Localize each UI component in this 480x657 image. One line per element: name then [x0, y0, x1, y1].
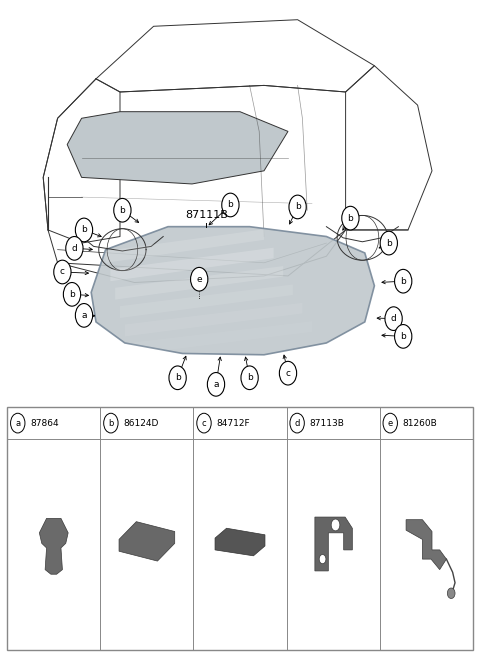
Circle shape	[222, 193, 239, 217]
Text: 86124D: 86124D	[123, 419, 159, 428]
Circle shape	[395, 269, 412, 293]
Text: 81260B: 81260B	[403, 419, 437, 428]
Polygon shape	[406, 520, 446, 570]
Text: b: b	[386, 238, 392, 248]
Polygon shape	[67, 112, 288, 184]
Circle shape	[342, 206, 359, 230]
Text: b: b	[175, 373, 180, 382]
Circle shape	[104, 413, 118, 433]
Polygon shape	[125, 303, 302, 336]
Circle shape	[290, 413, 304, 433]
Circle shape	[169, 366, 186, 390]
Polygon shape	[110, 248, 274, 281]
Text: d: d	[72, 244, 77, 253]
Text: c: c	[202, 419, 206, 428]
Circle shape	[197, 413, 211, 433]
Circle shape	[279, 361, 297, 385]
Text: b: b	[348, 214, 353, 223]
Polygon shape	[106, 229, 264, 263]
Circle shape	[11, 413, 25, 433]
Text: d: d	[294, 419, 300, 428]
Text: b: b	[108, 419, 114, 428]
Circle shape	[54, 260, 71, 284]
Polygon shape	[315, 517, 352, 571]
Text: b: b	[228, 200, 233, 210]
Text: 87113B: 87113B	[310, 419, 345, 428]
Text: b: b	[400, 277, 406, 286]
Text: 87111B: 87111B	[185, 210, 228, 220]
Text: 87864: 87864	[30, 419, 59, 428]
Text: c: c	[60, 267, 65, 277]
Text: b: b	[247, 373, 252, 382]
Text: d: d	[391, 314, 396, 323]
Circle shape	[380, 231, 397, 255]
Polygon shape	[39, 518, 68, 574]
Circle shape	[207, 373, 225, 396]
Circle shape	[319, 555, 326, 564]
Polygon shape	[119, 522, 175, 561]
Text: a: a	[81, 311, 87, 320]
Text: e: e	[388, 419, 393, 428]
Circle shape	[241, 366, 258, 390]
Circle shape	[331, 519, 340, 531]
Text: c: c	[286, 369, 290, 378]
Circle shape	[289, 195, 306, 219]
Polygon shape	[115, 266, 283, 300]
Polygon shape	[120, 284, 293, 318]
FancyBboxPatch shape	[7, 407, 473, 650]
Text: b: b	[69, 290, 75, 299]
Text: b: b	[120, 206, 125, 215]
Circle shape	[385, 307, 402, 330]
Circle shape	[75, 218, 93, 242]
Text: b: b	[295, 202, 300, 212]
Circle shape	[114, 198, 131, 222]
Text: b: b	[400, 332, 406, 341]
Polygon shape	[215, 528, 265, 556]
Text: 84712F: 84712F	[216, 419, 250, 428]
Circle shape	[191, 267, 208, 291]
Circle shape	[66, 237, 83, 260]
Circle shape	[383, 413, 397, 433]
Circle shape	[75, 304, 93, 327]
Circle shape	[395, 325, 412, 348]
Text: a: a	[15, 419, 20, 428]
Polygon shape	[91, 227, 374, 355]
Polygon shape	[130, 321, 312, 355]
Text: b: b	[81, 225, 87, 235]
Text: e: e	[196, 275, 202, 284]
Circle shape	[447, 588, 455, 599]
Text: a: a	[213, 380, 219, 389]
Circle shape	[63, 283, 81, 306]
